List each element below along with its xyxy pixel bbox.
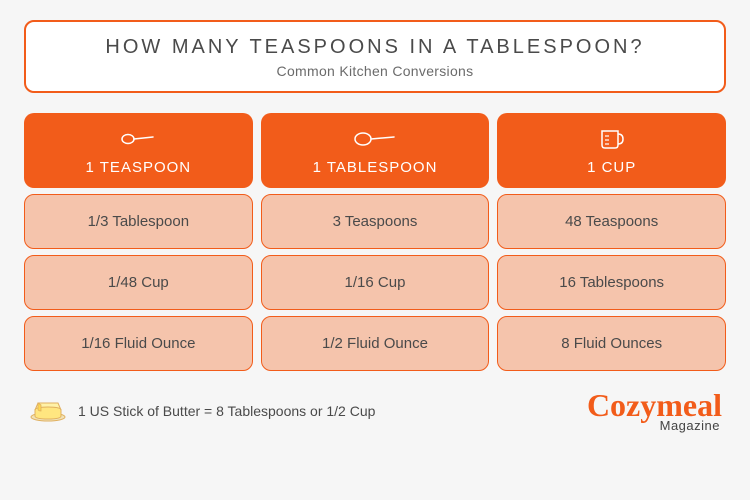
column-header-teaspoon: 1 TEASPOON bbox=[24, 113, 253, 188]
butter-note-text: 1 US Stick of Butter = 8 Tablespoons or … bbox=[78, 403, 375, 419]
column-label: 1 CUP bbox=[587, 159, 636, 176]
spoon-small-icon bbox=[24, 127, 253, 151]
footer: 1 US Stick of Butter = 8 Tablespoons or … bbox=[24, 389, 726, 432]
conversion-cell: 8 Fluid Ounces bbox=[497, 316, 726, 371]
column-header-tablespoon: 1 TABLESPOON bbox=[261, 113, 490, 188]
page-title: HOW MANY TEASPOONS IN A TABLESPOON? bbox=[26, 36, 724, 59]
butter-icon bbox=[28, 395, 68, 426]
conversion-cell: 1/16 Fluid Ounce bbox=[24, 316, 253, 371]
column-label: 1 TABLESPOON bbox=[313, 159, 438, 176]
conversion-grid: 1 TEASPOON 1 TABLESPOON 1 CUP 1/3 Tables… bbox=[24, 113, 726, 371]
conversion-cell: 3 Teaspoons bbox=[261, 194, 490, 249]
conversion-cell: 1/48 Cup bbox=[24, 255, 253, 310]
conversion-cell: 16 Tablespoons bbox=[497, 255, 726, 310]
spoon-large-icon bbox=[261, 127, 490, 151]
page-subtitle: Common Kitchen Conversions bbox=[26, 63, 724, 79]
brand-logo: Cozymeal Magazine bbox=[587, 389, 722, 432]
measuring-cup-icon bbox=[497, 127, 726, 151]
conversion-cell: 1/16 Cup bbox=[261, 255, 490, 310]
conversion-cell: 1/2 Fluid Ounce bbox=[261, 316, 490, 371]
title-box: HOW MANY TEASPOONS IN A TABLESPOON? Comm… bbox=[24, 20, 726, 93]
column-label: 1 TEASPOON bbox=[86, 159, 192, 176]
conversion-cell: 48 Teaspoons bbox=[497, 194, 726, 249]
column-header-cup: 1 CUP bbox=[497, 113, 726, 188]
conversion-cell: 1/3 Tablespoon bbox=[24, 194, 253, 249]
butter-note: 1 US Stick of Butter = 8 Tablespoons or … bbox=[28, 395, 375, 426]
